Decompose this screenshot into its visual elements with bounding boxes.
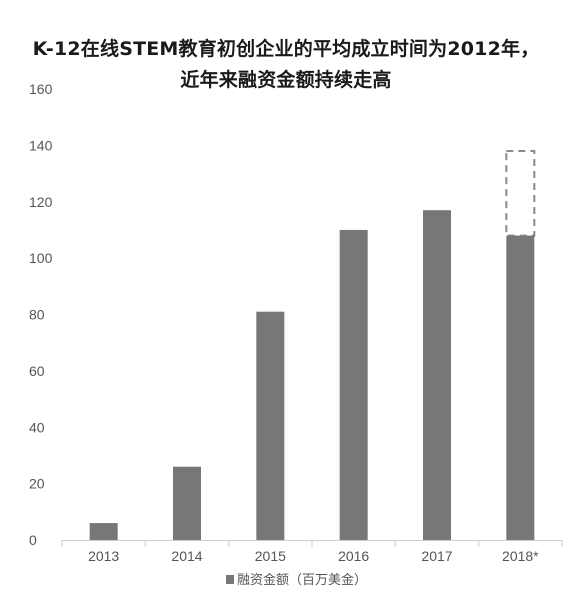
- x-tick-label: 2017: [421, 548, 452, 564]
- legend-label: 融资金额（百万美金）: [237, 572, 367, 588]
- bar: [339, 229, 368, 540]
- bar: [423, 210, 451, 541]
- y-tick-label: 160: [29, 81, 53, 97]
- chart-title-line-2: 近年来融资金额持续走高: [180, 69, 392, 91]
- x-tick-label: 2014: [171, 548, 202, 564]
- y-tick-label: 100: [29, 250, 53, 266]
- y-tick-label: 20: [29, 476, 45, 492]
- bar-projected-outline: [505, 150, 536, 237]
- x-tick-label: 2013: [88, 548, 119, 564]
- bar: [256, 311, 285, 540]
- bar: [506, 235, 535, 540]
- legend-swatch: [226, 575, 234, 584]
- x-tick-label: 2016: [338, 548, 369, 564]
- x-tick-label: 2015: [255, 548, 286, 564]
- y-tick-label: 80: [29, 307, 45, 323]
- x-tick-label: 2018*: [502, 548, 539, 564]
- bar: [173, 466, 201, 540]
- y-tick-label: 120: [29, 194, 53, 210]
- y-tick-label: 0: [29, 532, 37, 548]
- bar: [89, 523, 118, 540]
- y-tick-label: 40: [29, 419, 45, 435]
- y-tick-label: 140: [29, 137, 53, 153]
- y-tick-label: 60: [29, 363, 45, 379]
- chart-title-line-1: K-12在线STEM教育初创企业的平均成立时间为2012年，: [32, 38, 540, 60]
